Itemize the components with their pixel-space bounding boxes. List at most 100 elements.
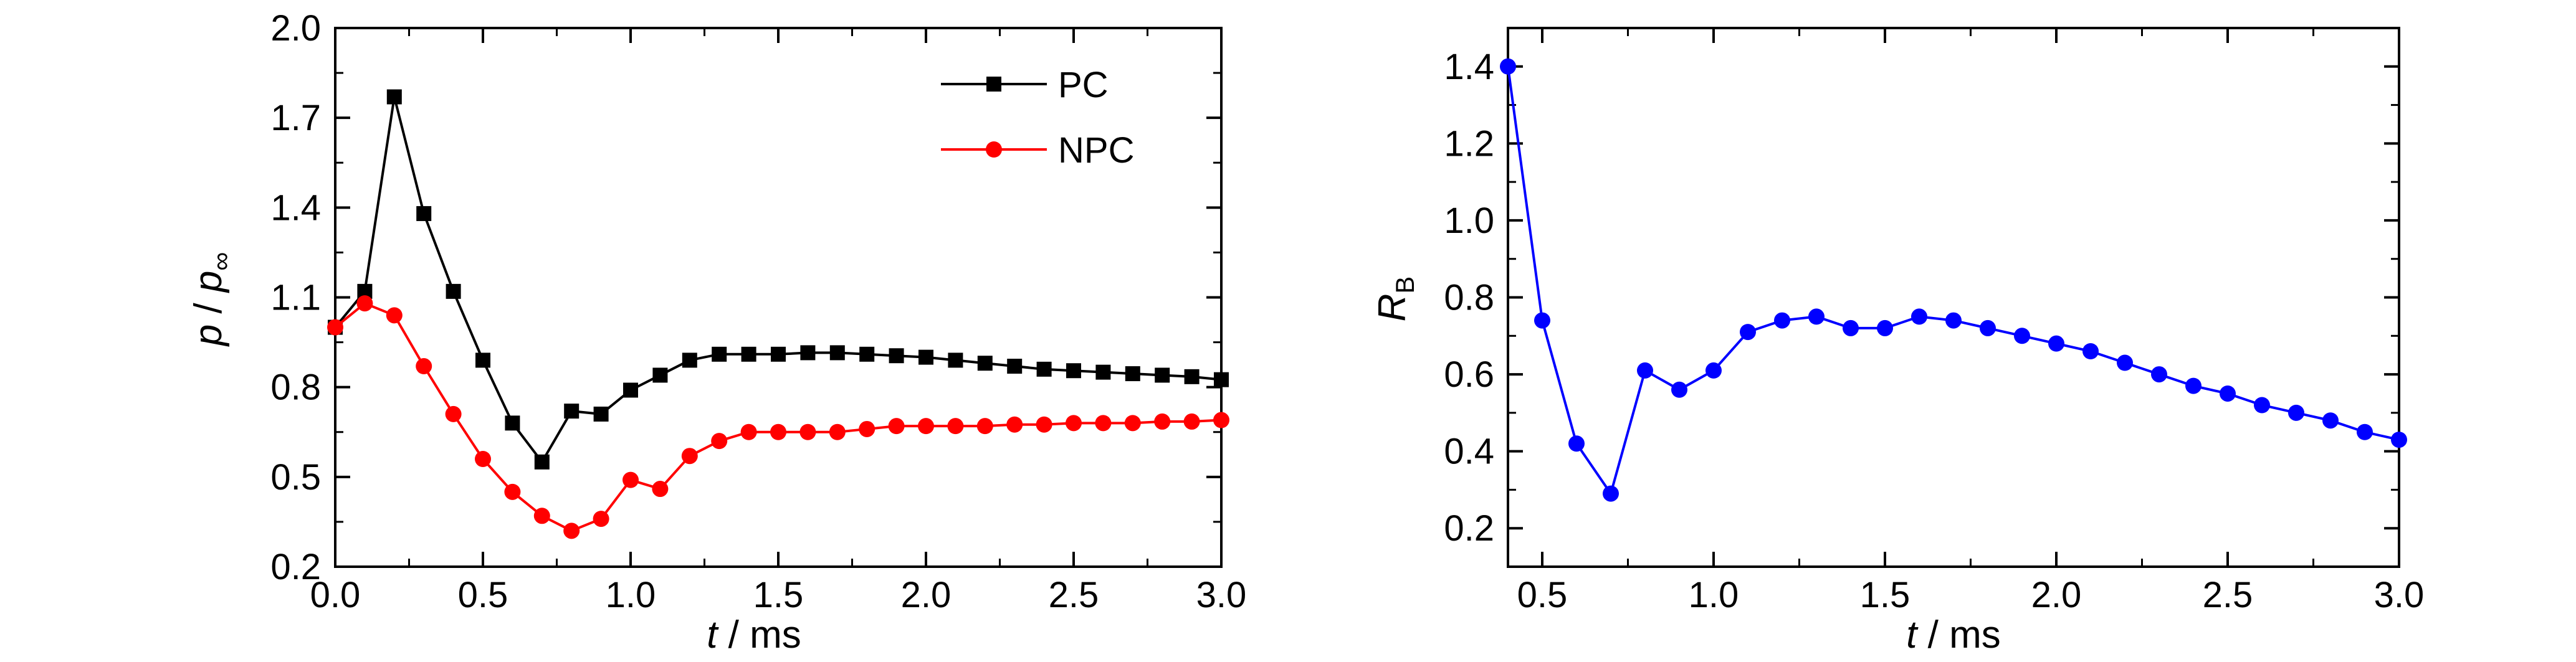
data-point — [623, 471, 639, 488]
data-point — [1183, 413, 1200, 430]
data-point — [386, 307, 403, 324]
x-tick-label: 3.0 — [2374, 575, 2425, 615]
y-tick-label: 1.1 — [270, 278, 321, 318]
data-point — [888, 418, 905, 435]
data-point — [1213, 412, 1229, 428]
data-point — [416, 358, 432, 375]
data-point — [534, 454, 550, 470]
data-point — [1808, 308, 1825, 325]
data-point — [712, 346, 727, 362]
data-point — [2082, 343, 2099, 359]
data-point — [563, 523, 580, 539]
data-point — [977, 356, 993, 371]
data-point — [800, 345, 816, 361]
y-axis-label: p / p∞ — [187, 252, 236, 348]
y-tick-label: 0.8 — [1444, 278, 1494, 318]
x-tick-label: 0.0 — [310, 575, 361, 615]
data-point — [1843, 319, 1859, 336]
y-tick-label: 0.6 — [1444, 354, 1494, 395]
legend-label: PC — [1058, 65, 1109, 105]
data-point — [1911, 308, 1927, 325]
data-point — [652, 481, 669, 498]
data-point — [770, 423, 786, 440]
data-point — [505, 415, 520, 431]
y-tick-label: 1.7 — [270, 98, 321, 138]
data-point — [564, 404, 580, 419]
data-point — [1534, 312, 1550, 329]
data-point — [2014, 328, 2030, 344]
data-point — [1036, 361, 1052, 377]
data-point — [859, 420, 875, 437]
data-point — [386, 89, 402, 105]
data-point — [948, 352, 963, 368]
y-tick-label: 0.4 — [1444, 432, 1494, 472]
data-point — [475, 352, 490, 368]
data-point — [740, 423, 757, 440]
data-point — [1637, 362, 1653, 379]
plot-frame — [334, 27, 1223, 568]
legend: PC NPC — [941, 65, 1134, 171]
data-point — [1500, 58, 1516, 75]
data-point — [2048, 335, 2064, 352]
data-point — [2185, 377, 2202, 394]
x-tick-label: 2.5 — [2203, 575, 2253, 615]
data-point — [682, 352, 697, 368]
y-tick-label: 1.2 — [1444, 123, 1494, 164]
data-point — [327, 319, 343, 336]
data-point — [2391, 432, 2407, 448]
data-point — [1036, 416, 1052, 433]
legend-marker — [986, 77, 1001, 92]
data-point — [356, 295, 373, 312]
data-point — [1877, 319, 1893, 336]
data-point — [918, 349, 933, 365]
series-line — [334, 301, 1222, 532]
legend-marker — [986, 141, 1002, 158]
y-tick-label: 0.2 — [1444, 508, 1494, 549]
x-tick-label: 2.0 — [2031, 575, 2082, 615]
data-point — [1125, 366, 1140, 382]
y-tick-label: 0.5 — [270, 457, 321, 498]
data-point — [1007, 359, 1023, 374]
y-tick-label: 0.2 — [270, 547, 321, 587]
plot-frame — [1507, 27, 2400, 568]
chart-panel-1: 0.0 0.5 1.0 1.5 2.0 2.5 3.0 0.2 0.5 0.8 1.1 1.4 1.7 2… — [187, 8, 1246, 656]
data-point — [947, 418, 964, 435]
x-axis-label: t / ms — [1906, 613, 2001, 656]
data-point — [475, 451, 491, 467]
data-point — [2288, 404, 2304, 421]
data-point — [445, 405, 462, 422]
data-point — [2254, 397, 2270, 414]
data-point — [533, 508, 550, 524]
data-point — [1740, 324, 1756, 341]
data-point — [504, 483, 521, 500]
x-tick-label: 2.5 — [1049, 575, 1099, 615]
data-point — [1155, 367, 1170, 383]
y-tick-label: 1.4 — [1444, 47, 1494, 87]
data-point — [741, 346, 756, 362]
data-point — [1945, 312, 1962, 329]
y-tick-label: 0.8 — [270, 367, 321, 408]
x-tick-label: 0.5 — [458, 575, 508, 615]
chart-panel-2: 0.5 1.0 1.5 2.0 2.5 3.0 0.2 0.4 0.6 0.8 1.0 1.2 1.4 t… — [1371, 27, 2425, 656]
x-tick-label: 1.0 — [1689, 575, 1739, 615]
data-point — [976, 418, 993, 435]
legend-label: NPC — [1058, 130, 1134, 171]
data-point — [593, 406, 609, 422]
data-point — [652, 367, 668, 383]
data-point — [446, 283, 461, 299]
series-pc — [328, 89, 1229, 470]
y-tick-label: 1.4 — [270, 187, 321, 228]
series-line — [1507, 66, 2400, 497]
data-point — [1095, 415, 1112, 432]
data-point — [1154, 413, 1171, 430]
data-point — [1671, 381, 1687, 398]
data-point — [2151, 366, 2167, 383]
data-point — [1980, 319, 1996, 336]
data-point — [859, 346, 875, 362]
x-tick-label: 1.5 — [753, 575, 804, 615]
data-point — [681, 448, 698, 465]
data-point — [1568, 435, 1585, 452]
data-point — [2357, 423, 2373, 440]
data-point — [2322, 412, 2339, 429]
